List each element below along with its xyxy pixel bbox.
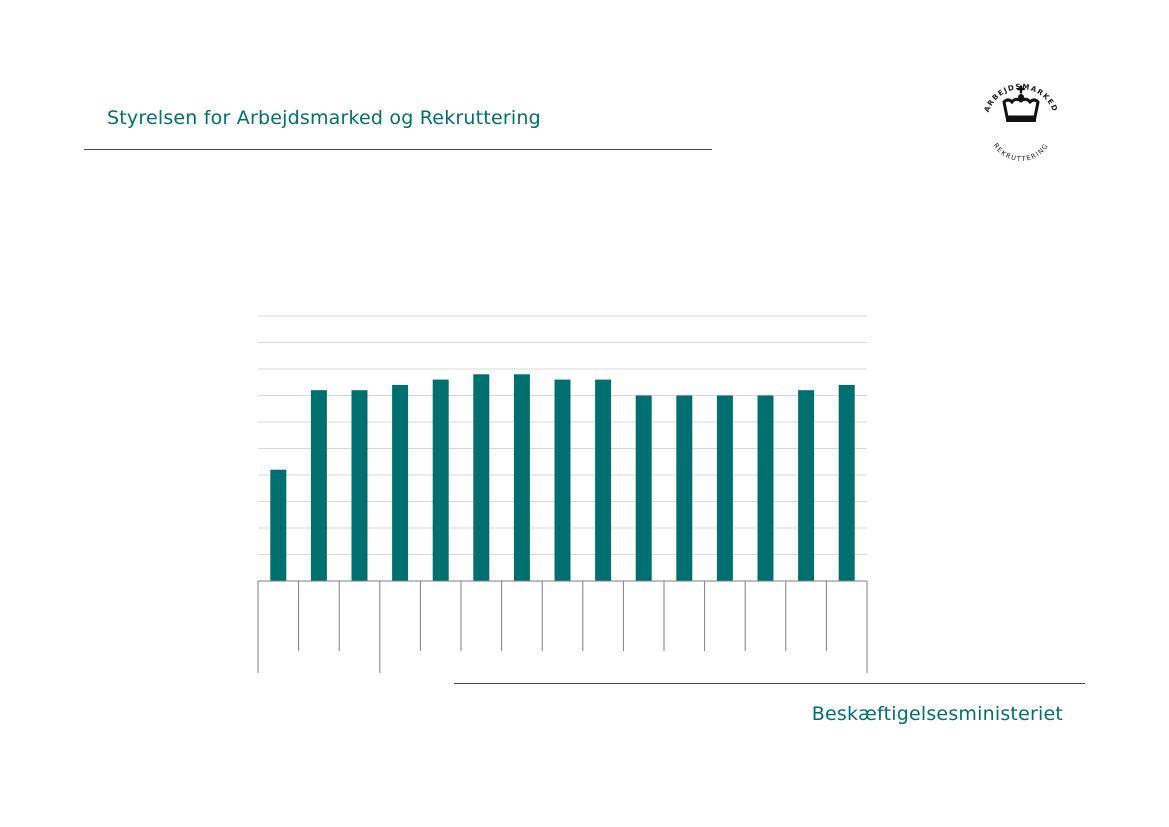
bar (513, 374, 530, 581)
bar (473, 374, 490, 581)
bar (270, 469, 287, 581)
bar (432, 379, 449, 581)
ministry-name: Beskæftigelsesministeriet (811, 703, 1063, 725)
bar (595, 379, 612, 581)
bar (676, 395, 693, 581)
chart-axis (257, 580, 868, 673)
bar (798, 390, 815, 581)
bar (635, 395, 652, 581)
crown-icon (1002, 85, 1040, 122)
bar (392, 384, 409, 581)
footer-divider (454, 683, 1085, 684)
bar (351, 390, 368, 581)
bar (757, 395, 774, 581)
chart-bars (270, 374, 855, 581)
bar (310, 390, 327, 581)
header-divider (84, 149, 712, 150)
bar (554, 379, 571, 581)
page-title: Styrelsen for Arbejdsmarked og Rekrutter… (107, 107, 541, 129)
bar (716, 395, 733, 581)
arbejdsmarked-rekruttering-logo: ARBEJDSMARKED REKRUTTERING (982, 82, 1059, 163)
bar (838, 384, 855, 581)
